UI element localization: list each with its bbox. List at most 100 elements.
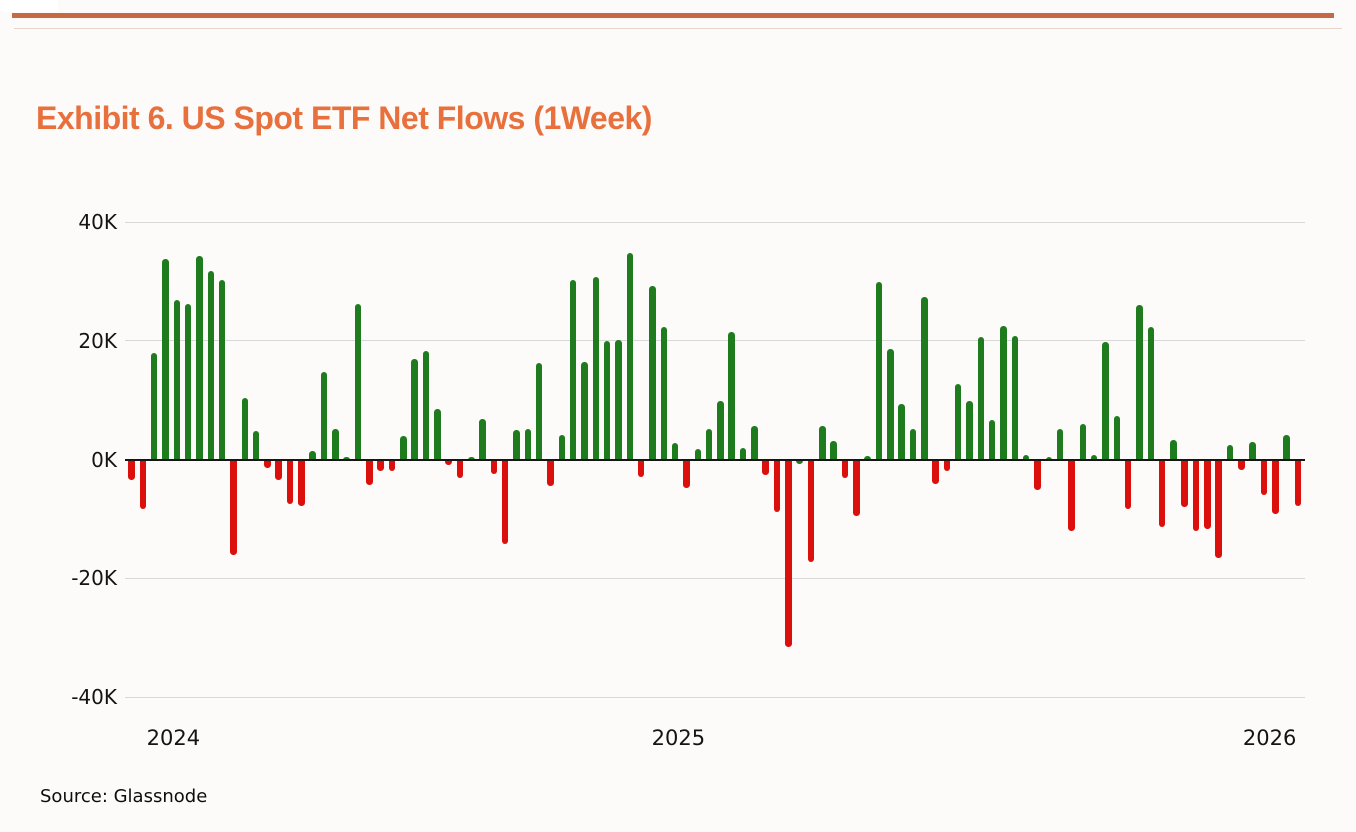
bar [1170, 439, 1177, 460]
bar [1192, 459, 1200, 531]
header-accent-bar [12, 13, 1334, 18]
bar [1056, 428, 1064, 460]
bar [445, 459, 452, 466]
bar [456, 459, 464, 478]
bar [173, 300, 181, 460]
bar [1226, 445, 1234, 460]
bar [717, 400, 724, 460]
bar [603, 341, 611, 460]
bar [1215, 459, 1222, 559]
bar [887, 349, 894, 460]
bar [388, 459, 396, 472]
bar [932, 459, 939, 484]
bar [320, 371, 328, 460]
bar [1294, 459, 1302, 507]
bar [558, 435, 566, 460]
bar [909, 429, 917, 460]
gridline [125, 577, 1305, 579]
bar [1260, 459, 1268, 496]
bar [1283, 434, 1290, 460]
y-axis-label: 40K [78, 210, 117, 234]
bar [1249, 442, 1256, 460]
y-axis-label: 20K [78, 328, 117, 353]
bar [694, 449, 701, 460]
bar [1238, 459, 1245, 470]
bar [649, 285, 656, 460]
bar [1090, 455, 1098, 460]
bar [728, 332, 735, 460]
header-thin-rule [14, 28, 1342, 29]
bar [400, 435, 407, 460]
bar [796, 459, 803, 465]
gridline [125, 340, 1305, 342]
bar [807, 459, 815, 562]
bar [1068, 459, 1075, 532]
bar [898, 403, 905, 460]
bar [1204, 459, 1211, 529]
bar [1136, 304, 1143, 460]
bar [954, 384, 962, 460]
bar [1181, 459, 1188, 507]
bar [1124, 459, 1132, 509]
bar [626, 253, 634, 460]
bar [298, 459, 305, 506]
bar [615, 340, 622, 460]
bar [128, 459, 135, 480]
bar [637, 459, 645, 478]
zero-axis-line [125, 458, 1305, 461]
bar [230, 459, 237, 555]
bar [150, 352, 158, 460]
x-axis-label: 2024 [146, 726, 201, 750]
bar [705, 428, 713, 460]
bar [569, 279, 577, 460]
x-axis-label: 2026 [1242, 726, 1297, 750]
bar [1011, 336, 1019, 460]
bar [468, 457, 475, 460]
bar-chart: 40K 20K 0K -20K -40K 2024 2025 2026 [71, 210, 1305, 750]
bar [1034, 459, 1041, 491]
bar [343, 457, 350, 460]
bar [1000, 325, 1007, 460]
bar [1147, 326, 1154, 460]
bar [785, 459, 792, 647]
top-left-notch [0, 0, 58, 12]
bar [581, 361, 588, 460]
bar [286, 459, 294, 505]
bar [207, 270, 215, 460]
bar [592, 276, 600, 460]
bar [332, 429, 339, 460]
bar [547, 459, 554, 486]
bar [875, 281, 883, 460]
bar [184, 303, 192, 460]
bar [139, 459, 147, 510]
bar [739, 448, 747, 460]
bar [751, 426, 758, 460]
bar [1272, 459, 1279, 514]
bar [479, 418, 486, 460]
bar [241, 398, 248, 460]
bar [762, 459, 769, 475]
bar [162, 259, 169, 460]
x-axis-label: 2025 [651, 726, 706, 750]
bar [275, 459, 282, 481]
bar [864, 455, 871, 460]
bar [501, 459, 509, 545]
bar [977, 337, 985, 460]
gridline [125, 221, 1305, 223]
bar [830, 440, 837, 460]
bar [683, 459, 690, 488]
bar [366, 459, 373, 486]
y-axis-label: 0K [91, 447, 117, 472]
bar [309, 451, 316, 460]
bar [490, 459, 498, 475]
bar [819, 426, 826, 460]
bar [411, 359, 418, 460]
bar [218, 279, 226, 460]
bar [1079, 424, 1087, 460]
bar [773, 459, 781, 512]
bar [252, 431, 260, 460]
bar [535, 362, 543, 460]
bar [966, 400, 973, 460]
bar [513, 430, 520, 460]
